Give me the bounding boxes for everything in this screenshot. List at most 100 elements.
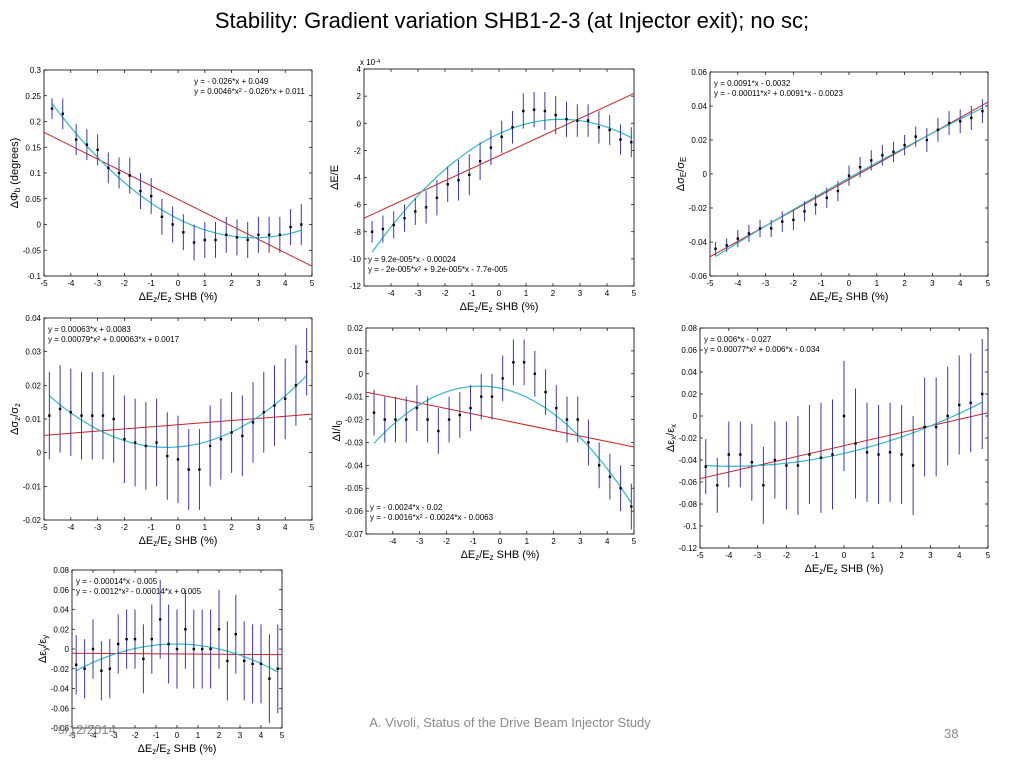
y-tick-label: 0.02 — [25, 381, 41, 390]
data-point — [262, 411, 265, 414]
x-tick-label: -3 — [762, 279, 770, 288]
data-point — [458, 413, 461, 417]
data-point — [446, 183, 449, 186]
y-tick-label: 0 — [703, 170, 708, 179]
data-point — [243, 659, 246, 663]
data-point — [426, 418, 429, 421]
data-point — [251, 421, 255, 424]
y-tick-label: 0.02 — [53, 625, 69, 634]
y-tick-label: 0.02 — [347, 324, 363, 333]
data-point — [825, 196, 828, 199]
y-tick-label: -0.05 — [345, 484, 364, 493]
data-point — [108, 667, 111, 670]
data-point — [903, 143, 906, 147]
data-point — [128, 174, 131, 177]
fit-equation: y = - 2e-005*x2​ + 9.2e-005*x - 7.7e-005 — [368, 265, 508, 274]
x-axis-label: ΔEz​/Ez​ SHB (%) — [810, 291, 889, 304]
x-axis-label: ΔEz​/Ez​ SHB (%) — [138, 743, 217, 756]
data-point — [69, 411, 72, 414]
emitx-plot: -5 -4 -3 -2 -1 0 1 2 3 4 5 -0.12 -0.1 -0.08 -0.06 -0.04… — [665, 324, 991, 576]
data-point — [808, 453, 811, 456]
y-tick-label: -0.07 — [345, 530, 364, 539]
data-point — [125, 637, 128, 641]
data-point — [435, 196, 439, 200]
data-point — [736, 237, 739, 240]
data-point — [576, 119, 579, 122]
footer-author: A. Vivoli, Status of the Drive Beam Inje… — [369, 715, 651, 730]
fit-equation: y = 0.0091*x - 0.0032 — [714, 79, 791, 88]
y-tick-label: -10 — [349, 255, 361, 264]
x-tick-label: 2 — [229, 279, 234, 288]
data-point — [914, 135, 917, 138]
linear-fit-line — [366, 391, 634, 448]
data-point — [133, 441, 137, 444]
data-point — [565, 418, 569, 421]
data-point — [415, 406, 419, 410]
data-point — [150, 194, 153, 198]
data-point — [747, 232, 751, 235]
data-point — [608, 128, 611, 132]
data-point — [522, 361, 526, 364]
data-point — [555, 406, 558, 410]
footer-date: 9/12/2014 — [58, 722, 116, 737]
y-tick-label: 0.1 — [30, 169, 42, 178]
data-point — [414, 210, 417, 213]
data-point — [888, 451, 892, 454]
x-tick-label: -3 — [414, 289, 422, 298]
data-point — [512, 361, 515, 364]
data-point — [543, 109, 547, 113]
data-point — [946, 414, 949, 418]
data-point — [74, 138, 78, 141]
data-point — [725, 244, 728, 247]
x-tick-label: -5 — [68, 731, 76, 740]
y-tick-label: -0.06 — [689, 272, 708, 281]
data-point — [608, 475, 612, 478]
data-point — [219, 438, 223, 441]
data-point — [489, 146, 493, 149]
y-tick-label: 0.06 — [691, 68, 707, 77]
data-point — [192, 647, 195, 651]
fit-equation: y = 0.006*x - 0.027 — [704, 335, 772, 344]
axis-exponent-label: x 10-4​ — [360, 58, 381, 67]
data-point — [85, 143, 89, 146]
x-tick-label: -5 — [40, 279, 48, 288]
y-tick-label: -0.01 — [23, 482, 42, 491]
x-tick-label: -5 — [40, 523, 48, 532]
data-point — [900, 453, 903, 456]
data-point — [847, 174, 851, 177]
x-tick-label: 1 — [196, 731, 201, 740]
data-point — [184, 628, 187, 631]
x-tick-label: 2 — [217, 731, 222, 740]
y-tick-label: 0.02 — [691, 136, 707, 145]
y-axis-label: ΔσE​/σE​ — [675, 157, 688, 192]
data-point — [150, 637, 153, 641]
data-point — [117, 642, 120, 646]
y-axis-label: Δεy​/εy​ — [37, 635, 50, 663]
data-point — [478, 160, 482, 163]
data-point — [501, 377, 504, 380]
data-point — [214, 238, 217, 242]
data-point — [192, 241, 196, 244]
x-tick-label: 1 — [871, 551, 876, 560]
x-axis-label: ΔEz​/Ez​ SHB (%) — [460, 301, 539, 314]
x-tick-label: 1 — [203, 279, 208, 288]
fit-equation: y = - 0.00011*x2​ + 0.0091*x - 0.0023 — [714, 89, 843, 98]
current-chart: -4 -3 -2 -1 0 1 2 3 4 5 -0.07 -0.06 -0.05 -0.04 -0.03 -… — [331, 320, 644, 566]
data-point — [208, 444, 212, 448]
x-tick-label: 2 — [551, 289, 556, 298]
emittance-x-chart: -5 -4 -3 -2 -1 0 1 2 3 4 5 -0.12 -0.1 -0.08 -0.06 -0.04… — [660, 320, 998, 584]
x-tick-label: 5 — [632, 289, 637, 298]
y-tick-label: 0.08 — [681, 324, 697, 333]
data-point — [61, 112, 64, 115]
data-point — [394, 418, 397, 421]
x-tick-label: 3 — [256, 523, 261, 532]
y-tick-label: -0.04 — [345, 461, 364, 470]
y-tick-label: -0.02 — [51, 665, 70, 674]
data-point — [881, 154, 884, 157]
fit-equation: y = - 0.0024*x - 0.02 — [370, 503, 443, 512]
data-point — [490, 395, 494, 398]
y-tick-label: 0.04 — [691, 102, 707, 111]
data-point — [217, 628, 221, 631]
data-point — [225, 233, 228, 236]
